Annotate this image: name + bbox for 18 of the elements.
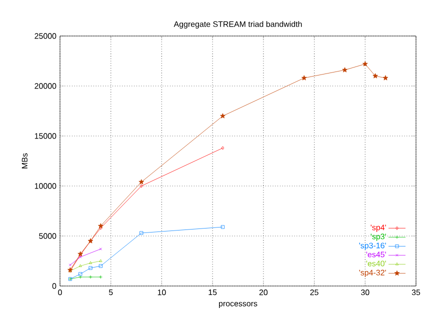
- point: [362, 61, 368, 66]
- point: [98, 264, 102, 268]
- point: [140, 184, 143, 188]
- point: [382, 75, 388, 80]
- point: [88, 261, 92, 264]
- point: [372, 73, 378, 78]
- point: [138, 179, 144, 184]
- point: [78, 264, 82, 267]
- point: [98, 223, 104, 228]
- point: [301, 75, 307, 80]
- point: [79, 256, 82, 258]
- point: [140, 231, 144, 235]
- point: [342, 67, 348, 72]
- point: [78, 272, 82, 276]
- point: [78, 275, 82, 279]
- point: [88, 275, 92, 279]
- point: [220, 113, 226, 118]
- point: [88, 266, 92, 270]
